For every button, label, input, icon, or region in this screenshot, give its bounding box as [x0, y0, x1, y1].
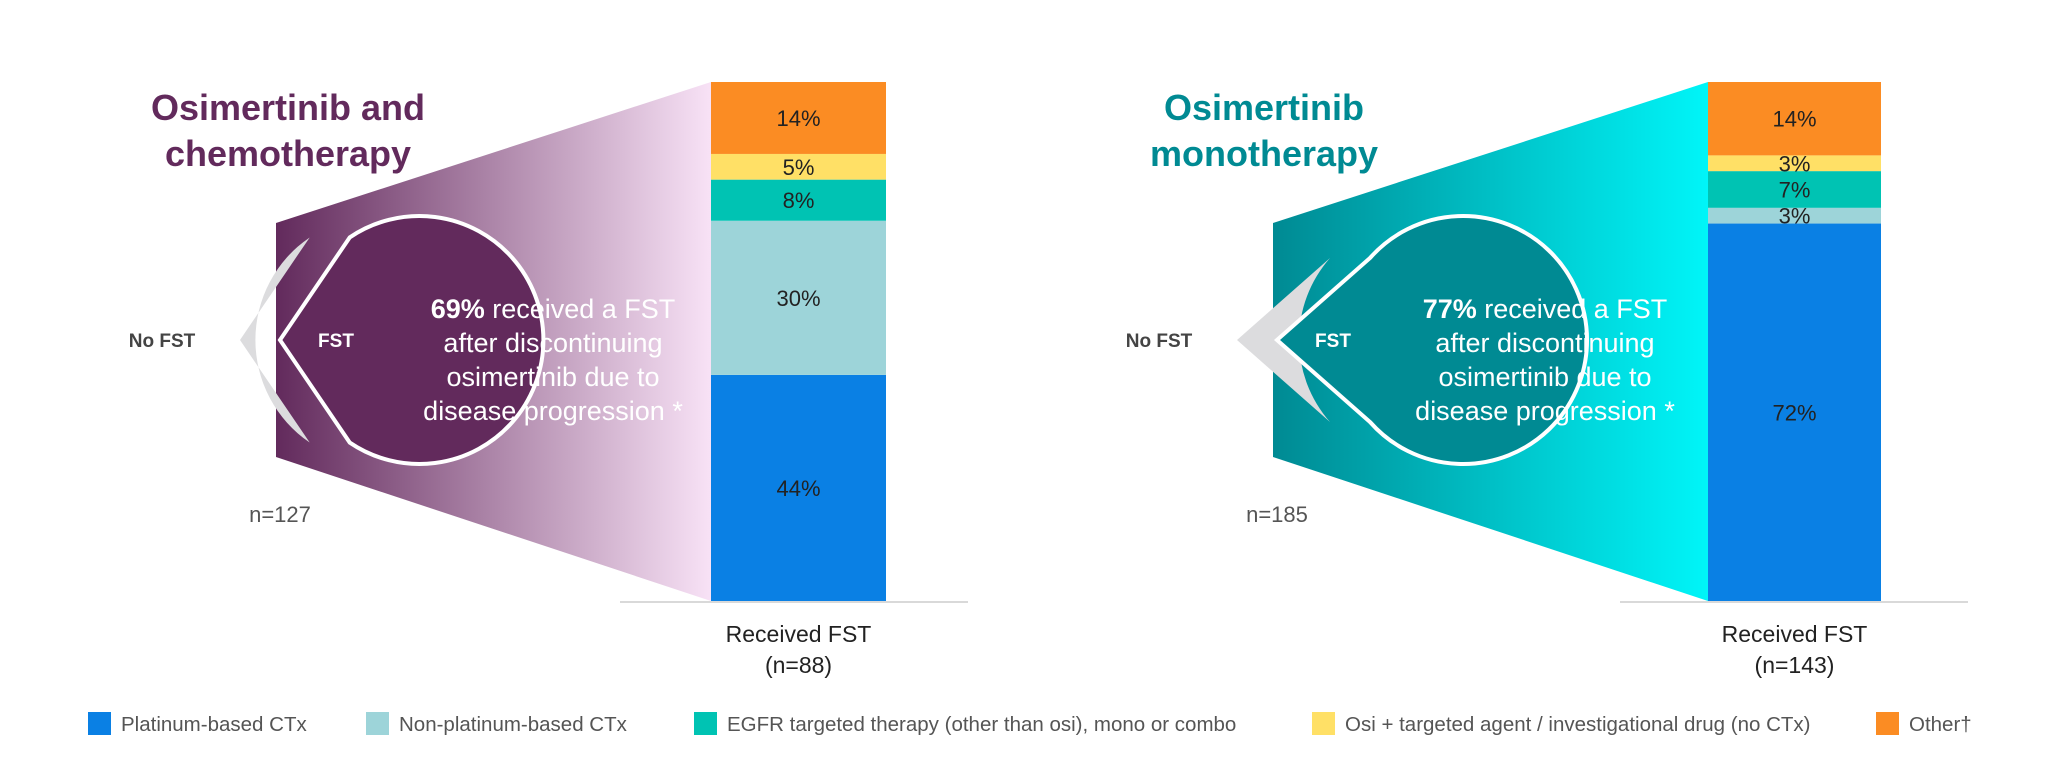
callout-percent: 77% [1423, 294, 1477, 324]
bar-segment-label-platinum: 72% [1772, 400, 1816, 425]
panel-osimertinib-monotherapy: Osimertinib monotherapy No FST FST n=185 77% … [1126, 82, 1968, 678]
bar-category-label-line: (n=143) [1755, 652, 1835, 678]
chart-title-line: monotherapy [1150, 133, 1378, 174]
chart-title-line: Osimertinib and [151, 87, 425, 128]
pie-label-fst: FST [318, 331, 354, 352]
legend: Platinum-based CTx Non-platinum-based CTx… [88, 712, 1972, 736]
legend-swatch-osi_targeted [1312, 712, 1335, 735]
callout-line-2: after discontinuing [443, 328, 662, 358]
bar-segment-label-osi_targeted: 3% [1779, 151, 1811, 176]
bar-segment-osi_targeted [1708, 155, 1881, 172]
bar-segment-osi_targeted [711, 153, 886, 180]
legend-swatch-egfr [694, 712, 717, 735]
bar-segment-other [1708, 82, 1881, 156]
bar-segment-nonplatinum [711, 220, 886, 375]
callout-line-1: 77% received a FST [1423, 294, 1668, 324]
bar-segment-label-nonplatinum: 3% [1779, 204, 1811, 229]
callout-line-1-rest: received a FST [1477, 294, 1668, 324]
callout-percent: 69% [431, 294, 485, 324]
callout-line-3: osimertinib due to [1438, 362, 1651, 392]
pie-slice-no-fst [240, 237, 310, 443]
legend-swatch-nonplatinum [366, 712, 389, 735]
panel-osimertinib-chemotherapy: Osimertinib and chemotherapy No FST FST n=12… [129, 82, 968, 678]
legend-label-other: Other† [1909, 713, 1972, 736]
pie-n-label: n=185 [1246, 502, 1308, 527]
chart-title-line: chemotherapy [165, 133, 411, 174]
bar-segment-label-other: 14% [1772, 107, 1816, 132]
bar-category-label-line: Received FST [726, 621, 872, 647]
legend-swatch-platinum [88, 712, 111, 735]
bar-segment-platinum [1708, 223, 1881, 601]
bar-segment-label-nonplatinum: 30% [776, 286, 820, 311]
callout-line-1-rest: received a FST [485, 294, 676, 324]
bar-segment-label-other: 14% [776, 106, 820, 131]
legend-swatch-other [1876, 712, 1899, 735]
pie-slice-fst [1273, 214, 1589, 466]
callout-line-1: 69% received a FST [431, 294, 676, 324]
bar-segment-egfr [1708, 171, 1881, 208]
legend-label-platinum: Platinum-based CTx [121, 713, 307, 736]
callout-line-4: disease progression * [423, 396, 683, 426]
legend-label-egfr: EGFR targeted therapy (other than osi), … [727, 713, 1236, 736]
bar-category-label-line: (n=88) [765, 652, 832, 678]
pie-label-fst: FST [1315, 331, 1351, 352]
legend-label-osi_targeted: Osi + targeted agent / investigational d… [1345, 713, 1810, 736]
bar-segment-platinum [711, 374, 886, 601]
bar-segment-egfr [711, 179, 886, 221]
bar-segment-label-egfr: 8% [783, 188, 815, 213]
bar-segment-nonplatinum [1708, 207, 1881, 224]
pie-slice-fst [277, 214, 546, 466]
bar-category-label-line: Received FST [1722, 621, 1868, 647]
pie-label-no-fst: No FST [129, 331, 196, 352]
pie-label-no-fst: No FST [1126, 331, 1193, 352]
callout-line-3: osimertinib due to [446, 362, 659, 392]
bar-segment-other [711, 82, 886, 154]
pie-n-label: n=127 [249, 502, 311, 527]
callout-line-2: after discontinuing [1435, 328, 1654, 358]
chart-title-line: Osimertinib [1164, 87, 1364, 128]
bar-segment-label-egfr: 7% [1779, 177, 1811, 202]
bar-segment-label-osi_targeted: 5% [783, 155, 815, 180]
legend-label-nonplatinum: Non-platinum-based CTx [399, 713, 628, 736]
callout-line-4: disease progression * [1415, 396, 1675, 426]
bar-segment-label-platinum: 44% [776, 476, 820, 501]
